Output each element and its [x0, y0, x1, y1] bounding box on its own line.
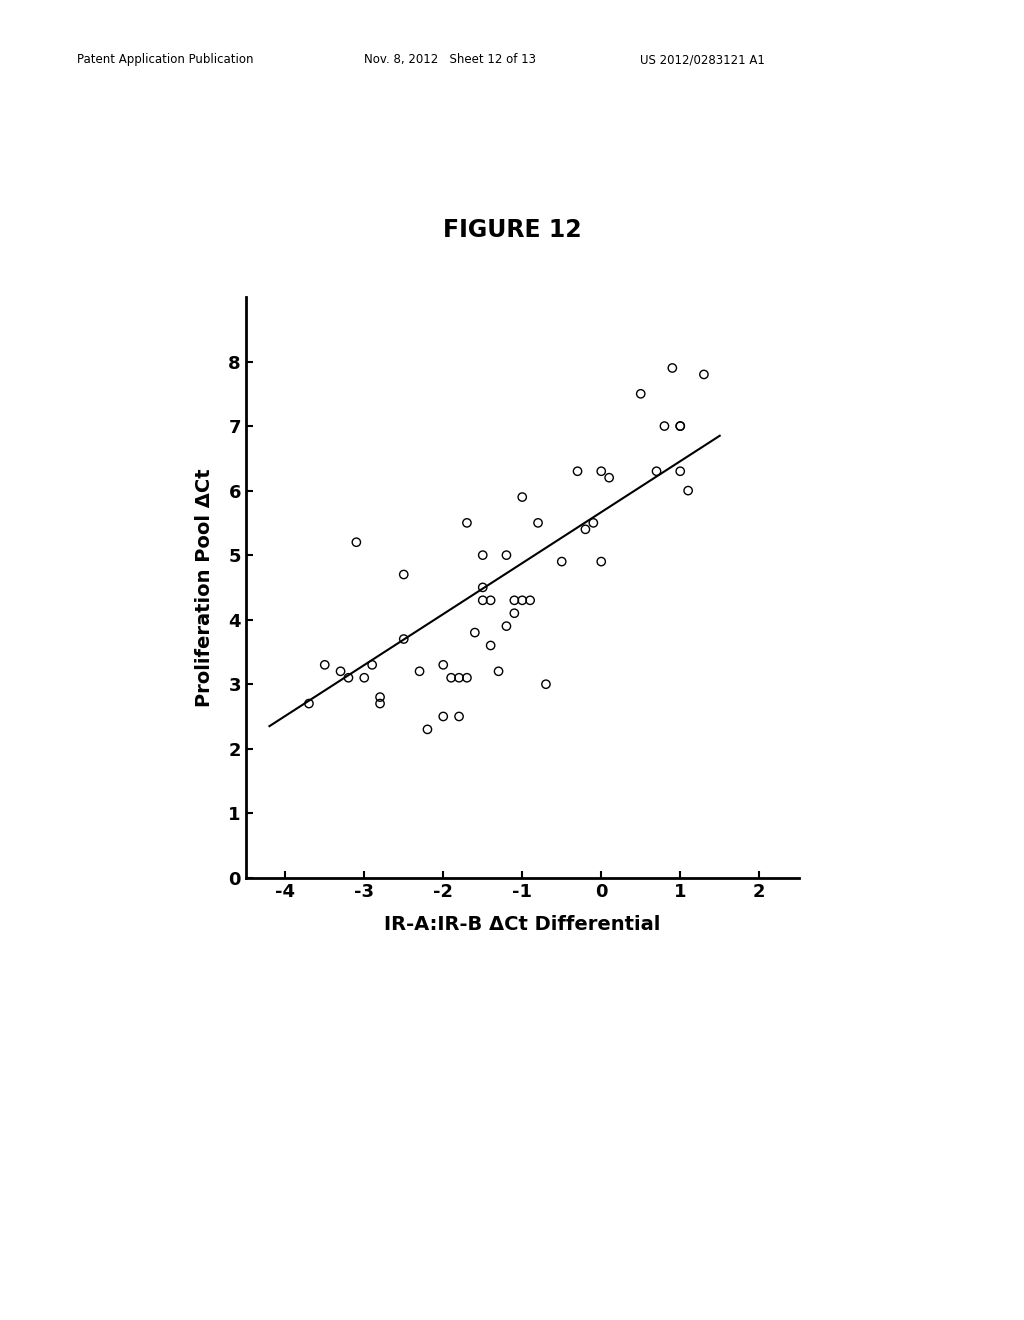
- Point: [578, 519, 594, 540]
- Point: [569, 461, 586, 482]
- Text: US 2012/0283121 A1: US 2012/0283121 A1: [640, 53, 765, 66]
- Point: [419, 719, 435, 741]
- Point: [395, 628, 412, 649]
- Text: FIGURE 12: FIGURE 12: [442, 218, 582, 242]
- Point: [585, 512, 601, 533]
- Point: [316, 655, 333, 676]
- Point: [499, 615, 515, 636]
- Point: [656, 416, 673, 437]
- Point: [680, 480, 696, 502]
- Point: [648, 461, 665, 482]
- Text: Nov. 8, 2012   Sheet 12 of 13: Nov. 8, 2012 Sheet 12 of 13: [364, 53, 536, 66]
- Point: [435, 655, 452, 676]
- Point: [593, 461, 609, 482]
- Point: [356, 667, 373, 688]
- Point: [482, 635, 499, 656]
- Point: [395, 564, 412, 585]
- Point: [554, 550, 570, 572]
- Point: [522, 590, 539, 611]
- Point: [467, 622, 483, 643]
- Point: [443, 667, 460, 688]
- Text: Patent Application Publication: Patent Application Publication: [77, 53, 253, 66]
- X-axis label: IR-A:IR-B ΔCt Differential: IR-A:IR-B ΔCt Differential: [384, 915, 660, 933]
- Point: [514, 590, 530, 611]
- Point: [301, 693, 317, 714]
- Point: [333, 661, 349, 682]
- Point: [474, 590, 490, 611]
- Point: [633, 383, 649, 404]
- Point: [665, 358, 681, 379]
- Point: [372, 693, 388, 714]
- Point: [435, 706, 452, 727]
- Point: [506, 590, 522, 611]
- Point: [514, 487, 530, 508]
- Point: [499, 545, 515, 566]
- Point: [348, 532, 365, 553]
- Point: [695, 364, 712, 385]
- Point: [474, 545, 490, 566]
- Point: [340, 667, 356, 688]
- Point: [412, 661, 428, 682]
- Point: [459, 667, 475, 688]
- Point: [459, 512, 475, 533]
- Point: [672, 416, 688, 437]
- Point: [593, 550, 609, 572]
- Point: [482, 590, 499, 611]
- Point: [529, 512, 546, 533]
- Point: [451, 706, 467, 727]
- Point: [490, 661, 507, 682]
- Point: [538, 673, 554, 694]
- Point: [451, 667, 467, 688]
- Point: [506, 603, 522, 624]
- Point: [672, 461, 688, 482]
- Point: [601, 467, 617, 488]
- Point: [474, 577, 490, 598]
- Point: [372, 686, 388, 708]
- Y-axis label: Proliferation Pool ΔCt: Proliferation Pool ΔCt: [196, 469, 214, 706]
- Point: [672, 416, 688, 437]
- Point: [364, 655, 380, 676]
